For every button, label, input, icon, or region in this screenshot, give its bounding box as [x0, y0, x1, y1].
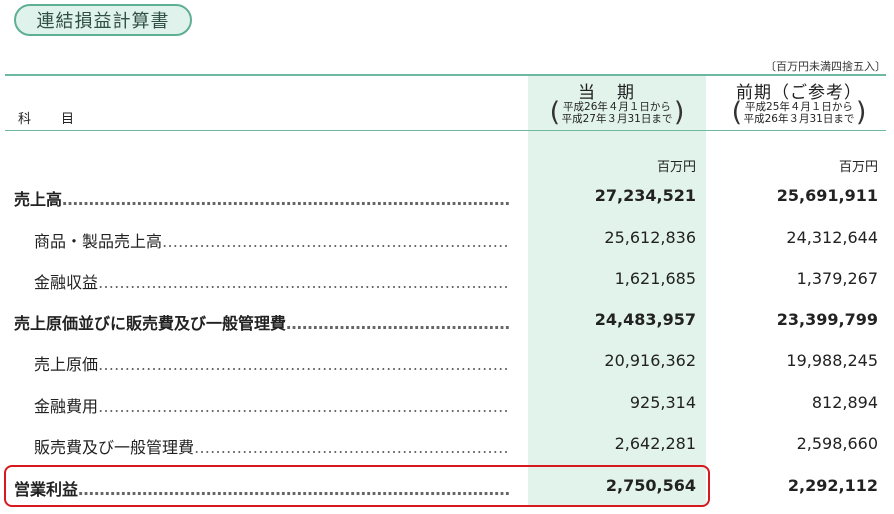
row-label: 金融費用…………………………………………………………………………………………………: [34, 397, 510, 416]
current-range-start: 平成26年４月１日から: [563, 101, 671, 113]
value-current: 25,612,836: [604, 228, 696, 247]
value-previous: 23,399,799: [776, 310, 878, 329]
row-cost-of-sales: 売上原価…………………………………………………………………………………………………: [0, 347, 894, 375]
row-sga-expenses: 販売費及び一般管理費…………………………………………………………………………………: [0, 430, 894, 458]
current-period-column-background: [528, 74, 706, 506]
value-previous: 24,312,644: [786, 228, 878, 247]
column-header-current: 当期: [578, 83, 656, 103]
column-header-kamoku: 科目: [18, 112, 105, 127]
value-current: 2,642,281: [614, 434, 696, 453]
value-current: 24,483,957: [594, 310, 696, 329]
value-current: 27,234,521: [594, 186, 696, 205]
operating-income-highlight: [4, 465, 710, 507]
current-range-end: 平成27年３月31日まで: [561, 113, 673, 125]
unit-note: 〔百万円未満四捨五入〕: [765, 60, 886, 73]
value-current: 1,621,685: [614, 269, 696, 288]
value-previous: 1,379,267: [796, 269, 878, 288]
previous-period-range: 平成25年４月１日から 平成26年３月31日まで: [710, 99, 888, 126]
row-label: 売上高……………………………………………………………………………………………………: [14, 190, 510, 209]
value-previous: 25,691,911: [776, 186, 878, 205]
current-period-range: 平成26年４月１日から 平成27年３月31日まで: [528, 99, 706, 126]
row-label: 営業利益…………………………………………………………………………………………………: [14, 480, 510, 499]
row-operating-income: 営業利益…………………………………………………………………………………………………: [0, 472, 894, 500]
row-financial-revenue: 金融収益…………………………………………………………………………………………………: [0, 265, 894, 293]
row-cost-and-sga: 売上原価並びに販売費及び一般管理費………………………………………………………………: [0, 306, 894, 334]
row-label: 販売費及び一般管理費…………………………………………………………………………………: [34, 438, 510, 457]
previous-range-start: 平成25年４月１日から: [745, 101, 853, 113]
row-financial-expenses: 金融費用…………………………………………………………………………………………………: [0, 389, 894, 417]
row-label: 商品・製品売上高………………………………………………………………………………………: [34, 232, 510, 251]
value-current: 925,314: [629, 393, 696, 412]
unit-label-previous: 百万円: [838, 160, 878, 175]
column-header-previous: 前期（ご参考）: [736, 83, 862, 103]
value-previous: 2,292,112: [787, 476, 878, 495]
previous-range-end: 平成26年３月31日まで: [743, 113, 855, 125]
row-label: 売上原価並びに販売費及び一般管理費………………………………………………………………: [14, 314, 510, 333]
unit-label-current: 百万円: [656, 160, 696, 175]
value-previous: 2,598,660: [796, 434, 878, 453]
row-net-sales: 売上高……………………………………………………………………………………………………: [0, 182, 894, 210]
row-label: 金融収益…………………………………………………………………………………………………: [34, 273, 510, 292]
row-product-sales: 商品・製品売上高………………………………………………………………………………………: [0, 224, 894, 252]
value-current: 2,750,564: [605, 476, 696, 495]
value-previous: 812,894: [811, 393, 878, 412]
header-top-rule: [5, 74, 886, 76]
value-previous: 19,988,245: [786, 351, 878, 370]
header-bottom-rule: [5, 130, 886, 131]
statement-title: 連結損益計算書: [14, 4, 192, 36]
value-current: 20,916,362: [604, 351, 696, 370]
row-label: 売上原価…………………………………………………………………………………………………: [34, 355, 510, 374]
